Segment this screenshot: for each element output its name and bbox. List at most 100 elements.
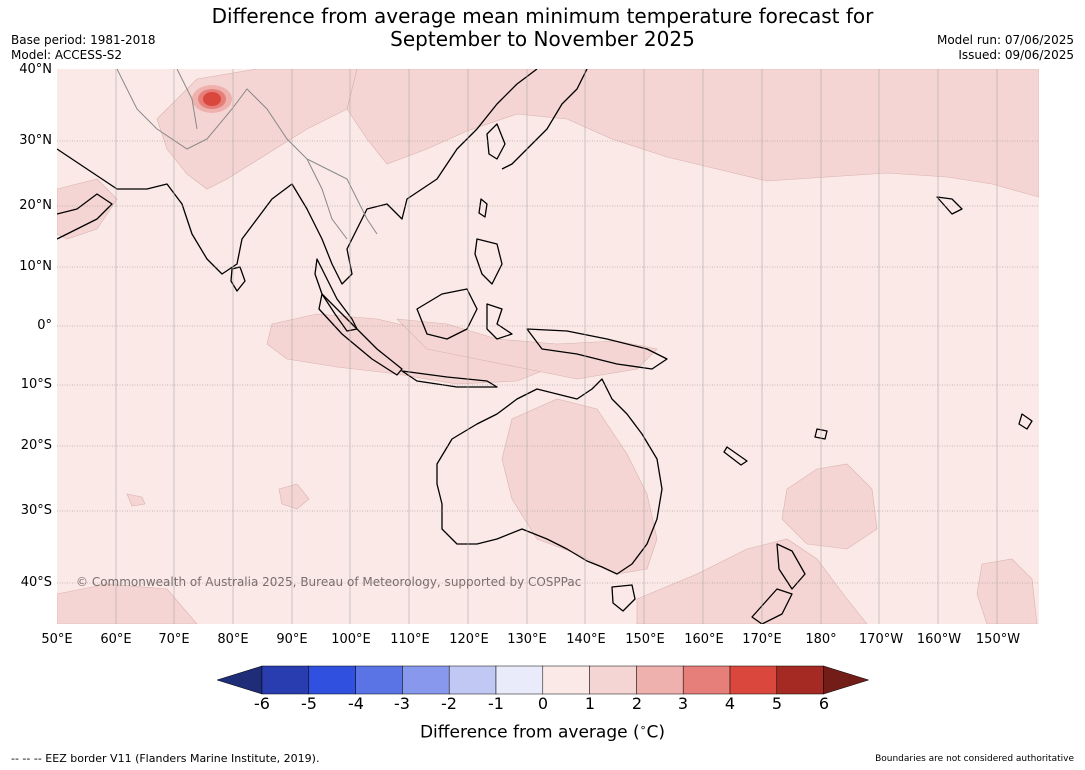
lat-label-40n: 40°N [19, 62, 52, 77]
map-title: Difference from average mean minimum tem… [0, 5, 1085, 51]
taiwan [478, 198, 488, 218]
india-coast [57, 69, 538, 285]
indian-ocean-warm-area [266, 313, 548, 385]
lon-label-130e: 130°E [507, 632, 547, 647]
lat-label-10n: 10°N [19, 259, 52, 274]
small-warm-patch-2 [126, 493, 146, 507]
colorbar [216, 665, 870, 695]
base-period: Base period: 1981-2018 [11, 33, 156, 47]
colorbar-cell [542, 665, 590, 695]
colorbar-tick: 4 [724, 694, 736, 713]
lat-label-20n: 20°N [19, 198, 52, 213]
hawaii-area [936, 196, 963, 215]
malay-peninsula [314, 258, 358, 332]
tasmania [611, 584, 636, 612]
lon-label-60e: 60°E [100, 632, 132, 647]
issued-date: Issued: 09/06/2025 [958, 48, 1074, 62]
borneo [416, 288, 478, 340]
lon-label-160e: 160°E [684, 632, 724, 647]
degree-symbol: ∘ [639, 721, 647, 734]
colorbar-label-text: Difference from average ( [419, 722, 640, 743]
colorbar-tick: 3 [677, 694, 689, 713]
coastlines [57, 69, 1033, 624]
colorbar-cell [682, 665, 731, 695]
colorbar-label: Difference from average (∘C) [0, 721, 1085, 743]
lon-label-110e: 110°E [390, 632, 430, 647]
colorbar-label-unit: C) [646, 722, 666, 743]
lat-label-40s: 40°S [20, 575, 52, 590]
lon-label-90e: 90°E [276, 632, 308, 647]
south-pacific-warm-area [976, 558, 1038, 624]
southern-ocean-warm-area [57, 583, 198, 624]
small-warm-patch [278, 483, 310, 510]
colorbar-cell [776, 665, 824, 695]
colorbar-arrow-low [216, 665, 263, 695]
colorbar-tick: -6 [254, 694, 270, 713]
southwest-pacific-warm-area [781, 463, 878, 550]
lon-label-80e: 80°E [217, 632, 249, 647]
colorbar-cell [495, 665, 544, 695]
lon-label-140e: 140°E [566, 632, 606, 647]
colorbar-tick: -5 [301, 694, 317, 713]
new-zealand-north [776, 543, 806, 590]
colorbar-cell [729, 665, 778, 695]
colorbar-tick: -3 [394, 694, 410, 713]
lat-label-10s: 10°S [20, 377, 52, 392]
eez-note: -- -- -- EEZ border V11 (Flanders Marine… [11, 752, 320, 765]
asia-warm-area [156, 69, 358, 190]
colorbar-tick: 2 [631, 694, 643, 713]
colorbar-tick: 0 [537, 694, 549, 713]
title-line-1: Difference from average mean minimum tem… [211, 4, 874, 28]
country-borders [116, 69, 378, 240]
new-guinea [526, 328, 668, 370]
lon-label-70e: 70°E [158, 632, 190, 647]
australia-coast [436, 378, 663, 575]
map-svg [57, 69, 1039, 624]
tasman-warm-area [636, 538, 868, 624]
colorbar-cell [402, 665, 450, 695]
colorbar-cell [448, 665, 497, 695]
model-run: Model run: 07/06/2025 [936, 33, 1074, 47]
pacific-islands [1018, 413, 1033, 430]
japan [501, 69, 588, 170]
model-name: Model: ACCESS-S2 [11, 48, 123, 62]
arabia-coast [57, 193, 113, 240]
lat-label-20s: 20°S [20, 438, 52, 453]
korea [486, 123, 506, 160]
arabian-warm-area [57, 178, 118, 240]
anomaly-shading [57, 69, 1039, 624]
lon-label-100e: 100°E [331, 632, 371, 647]
north-pacific-warm-area [346, 69, 1039, 198]
colorbar-cell [355, 665, 403, 695]
fiji [814, 428, 828, 440]
colorbar-tick: 5 [771, 694, 783, 713]
colorbar-tick: 1 [584, 694, 596, 713]
philippines [474, 238, 503, 285]
disclaimer: Boundaries are not considered authoritat… [875, 754, 1074, 764]
colorbar-arrow-high [823, 665, 870, 695]
lon-label-170w: 170°W [858, 632, 904, 647]
lon-label-170e: 170°E [742, 632, 782, 647]
meta-right: Model run: 07/06/2025 Issued: 09/06/2025 [937, 33, 1074, 63]
lon-label-120e: 120°E [449, 632, 489, 647]
lon-label-50e: 50°E [41, 632, 73, 647]
lon-label-150e: 150°E [625, 632, 665, 647]
sulawesi [486, 303, 513, 340]
java [401, 370, 498, 388]
title-line-2: September to November 2025 [390, 27, 695, 51]
australia-warm-area [501, 398, 658, 575]
colorbar-tick: 6 [818, 694, 830, 713]
colorbar-cell [261, 665, 310, 695]
sumatra [318, 293, 403, 376]
graticule [57, 140, 1039, 584]
colorbar-cell [308, 665, 356, 695]
lat-label-30s: 30°S [20, 503, 52, 518]
colorbar-cell [589, 665, 637, 695]
colorbar-cell [636, 665, 684, 695]
lat-label-30n: 30°N [19, 133, 52, 148]
new-zealand-south [751, 588, 793, 624]
hotspot [192, 85, 232, 113]
copyright-notice: © Commonwealth of Australia 2025, Bureau… [76, 575, 582, 589]
sri-lanka [230, 266, 246, 292]
meridians [115, 69, 998, 624]
